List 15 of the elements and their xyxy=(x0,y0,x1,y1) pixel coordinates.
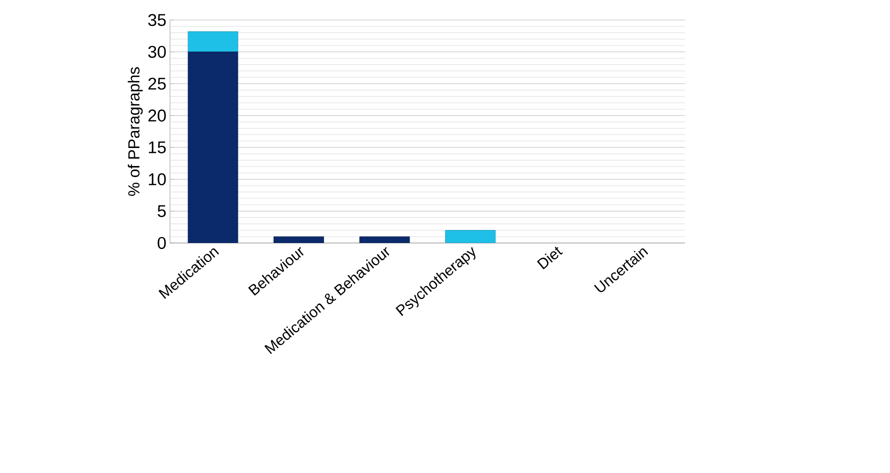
bar xyxy=(359,236,410,243)
bar xyxy=(188,52,238,243)
bar xyxy=(274,236,324,243)
y-tick-label: 5 xyxy=(158,205,166,218)
y-axis-title: % of PParagraphs xyxy=(128,67,143,196)
bar xyxy=(445,230,496,243)
y-tick-label: 35 xyxy=(148,14,166,26)
y-tick-label: 25 xyxy=(148,78,166,90)
y-tick-label: 20 xyxy=(148,110,166,122)
x-tick-label: Diet xyxy=(536,246,563,270)
bar xyxy=(188,31,238,52)
y-tick-label: 10 xyxy=(148,173,166,186)
y-tick-label: 15 xyxy=(148,141,166,154)
y-tick-label: 30 xyxy=(148,46,166,58)
y-tick-label: 0 xyxy=(158,236,166,250)
